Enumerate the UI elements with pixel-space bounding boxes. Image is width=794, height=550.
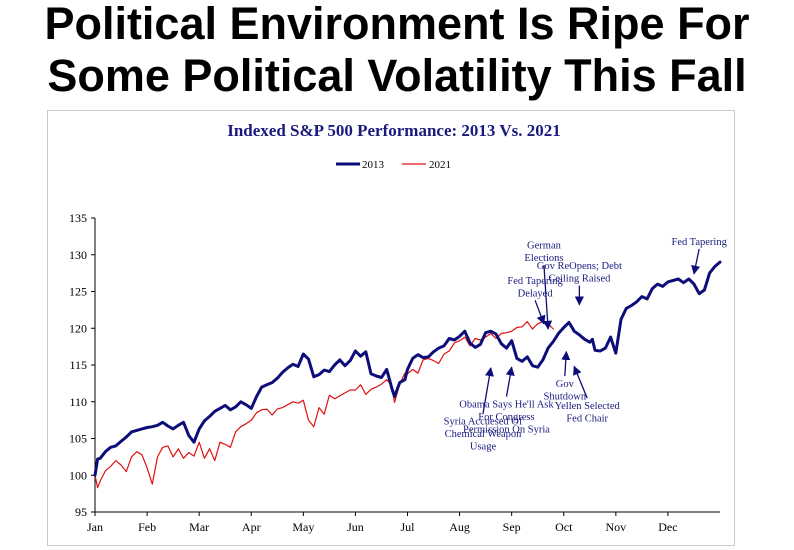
annotation-label: Yellen Selected: [555, 401, 621, 412]
chart-axes: 95 100 105 110 115 120 125 130 135 Jan Feb Mar Apr Ma…: [69, 211, 720, 534]
x-tick-label: Dec: [658, 520, 677, 534]
annotation-label: German: [527, 241, 562, 252]
annotation-label: Gov ReOpens; Debt: [537, 261, 622, 272]
headline-line-2: Some Political Volatility This Fall: [47, 50, 747, 101]
annotation-label: Fed Chair: [566, 414, 608, 425]
y-tick-label: 115: [69, 358, 87, 372]
y-tick-label: 135: [69, 211, 87, 225]
chart-title: Indexed S&P 500 Performance: 2013 Vs. 20…: [227, 121, 561, 140]
y-tick-label: 120: [69, 321, 87, 335]
annotation-arrow: [482, 367, 494, 414]
x-tick-label: Jul: [400, 520, 415, 534]
headline-line-1: Political Environment Is Ripe For: [44, 0, 750, 49]
x-tick-label: Nov: [605, 520, 626, 534]
annotation-label: Gov: [556, 379, 575, 390]
annotation-label: Usage: [470, 442, 497, 453]
annotation-label: Fed Tapering: [507, 276, 563, 287]
legend-label-2021: 2021: [429, 159, 451, 171]
annotation-label: Fed Tapering: [671, 237, 727, 248]
annotation-label: Shutdown: [543, 392, 586, 403]
annotation-label: For Congress: [478, 412, 534, 423]
chart-legend: 2013 2021: [336, 159, 451, 171]
x-tick-label: Mar: [189, 520, 209, 534]
x-tick-label: Aug: [449, 520, 470, 534]
y-tick-label: 125: [69, 285, 87, 299]
annotation-arrow: [505, 366, 515, 397]
x-tick-label: Sep: [503, 520, 521, 534]
y-tick-label: 130: [69, 248, 87, 262]
annotation-label: Obama Says He'll Ask: [459, 400, 554, 411]
annotation-arrow: [691, 248, 701, 275]
y-tick-label: 100: [69, 468, 87, 482]
x-tick-label: May: [292, 520, 314, 534]
annotation-arrow: [543, 264, 553, 330]
annotation-arrow: [561, 350, 571, 377]
y-tick-label: 95: [75, 505, 87, 519]
x-tick-label: Apr: [242, 520, 261, 534]
series-line-2013: [93, 260, 722, 477]
annotation-arrow: [573, 365, 588, 399]
y-tick-label: 105: [69, 432, 87, 446]
x-tick-label: Jan: [87, 520, 103, 534]
annotation-label: Permission On Syria: [463, 425, 550, 436]
series-line-2021: [94, 321, 554, 489]
chart-series: [93, 260, 722, 489]
x-tick-label: Feb: [138, 520, 156, 534]
annotation-label: Elections: [524, 253, 563, 264]
annotation-label: Syria Accuesed Of: [444, 417, 523, 428]
x-tick-label: Jun: [347, 520, 364, 534]
legend-label-2013: 2013: [362, 159, 385, 171]
x-tick-label: Oct: [555, 520, 573, 534]
annotation-label: Chemical Weapon: [445, 429, 523, 440]
y-tick-label: 110: [69, 395, 87, 409]
annotation-label: Ceiling Raised: [548, 274, 611, 285]
annotation-label: Delayed: [518, 288, 554, 299]
annotation-arrow: [534, 300, 546, 325]
